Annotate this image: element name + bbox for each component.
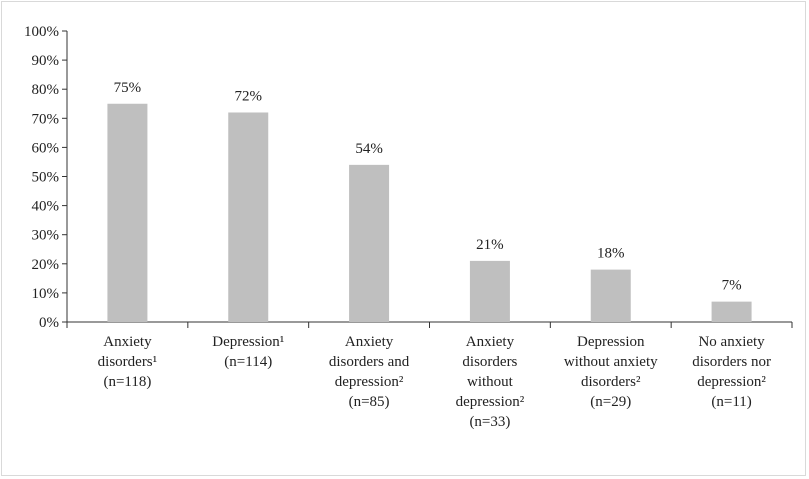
x-category-label-line: disorders² xyxy=(581,374,641,390)
x-category-label-line: without anxiety xyxy=(564,354,658,370)
y-tick-label: 0% xyxy=(39,315,59,331)
x-category-label: Depression¹ (n=114) xyxy=(212,334,284,370)
data-label: 18% xyxy=(597,246,625,262)
bar xyxy=(349,164,390,322)
x-category-label-line: depression² xyxy=(697,374,766,390)
x-category-label: Anxiety disorders without depression² (n=33) xyxy=(456,334,525,430)
x-category-label-line: (n=11) xyxy=(711,394,751,410)
x-category-label-line: Anxiety xyxy=(345,334,394,350)
x-category-label-line: depression² xyxy=(456,394,525,410)
x-category-label-line: without xyxy=(467,374,514,390)
bar xyxy=(711,301,752,322)
bar xyxy=(228,112,269,322)
y-tick-label: 70% xyxy=(32,111,60,127)
data-label: 7% xyxy=(722,278,742,294)
x-category-label-line: disorders nor xyxy=(692,354,771,370)
data-label: 72% xyxy=(235,88,263,104)
bar xyxy=(107,103,148,322)
x-category-label-line: (n=118) xyxy=(103,374,151,390)
y-tick-label: 20% xyxy=(32,257,60,273)
x-category-label: No anxiety disorders nor depression² (n=11) xyxy=(692,334,771,410)
x-category-label-line: depression² xyxy=(335,374,404,390)
y-tick-label: 30% xyxy=(32,228,60,244)
x-category-label-line: (n=33) xyxy=(469,414,510,430)
y-tick-label: 50% xyxy=(32,170,60,186)
y-tick-label: 100% xyxy=(24,24,59,40)
data-label: 75% xyxy=(114,80,142,96)
x-category-label-line: (n=114) xyxy=(224,354,272,370)
x-category-label: Anxiety disorders¹ (n=118) xyxy=(98,334,158,390)
x-category-label-line: No anxiety xyxy=(698,334,765,350)
x-category-label-line: Anxiety xyxy=(466,334,515,350)
data-label: 21% xyxy=(476,237,504,253)
bar xyxy=(469,260,510,322)
y-tick-label: 60% xyxy=(32,140,60,156)
x-category-label-line: Anxiety xyxy=(103,334,152,350)
y-tick-label: 10% xyxy=(32,286,60,302)
y-tick-label: 80% xyxy=(32,82,60,98)
x-category-label-line: (n=29) xyxy=(590,394,631,410)
x-category-label-line: disorders and xyxy=(329,354,410,370)
bar xyxy=(590,269,631,322)
x-category-label-line: (n=85) xyxy=(349,394,390,410)
y-tick-label: 40% xyxy=(32,199,60,215)
x-category-label: Anxiety disorders and depression² (n=85) xyxy=(329,334,410,410)
x-category-label-line: disorders¹ xyxy=(98,354,158,370)
x-category-label-line: Depression xyxy=(577,334,645,350)
x-category-label: Depression without anxiety disorders² (n=29… xyxy=(564,334,658,410)
x-category-label-line: Depression¹ xyxy=(212,334,284,350)
data-label: 54% xyxy=(355,141,383,157)
x-category-label-line: disorders xyxy=(462,354,517,370)
y-tick-label: 90% xyxy=(32,53,60,69)
